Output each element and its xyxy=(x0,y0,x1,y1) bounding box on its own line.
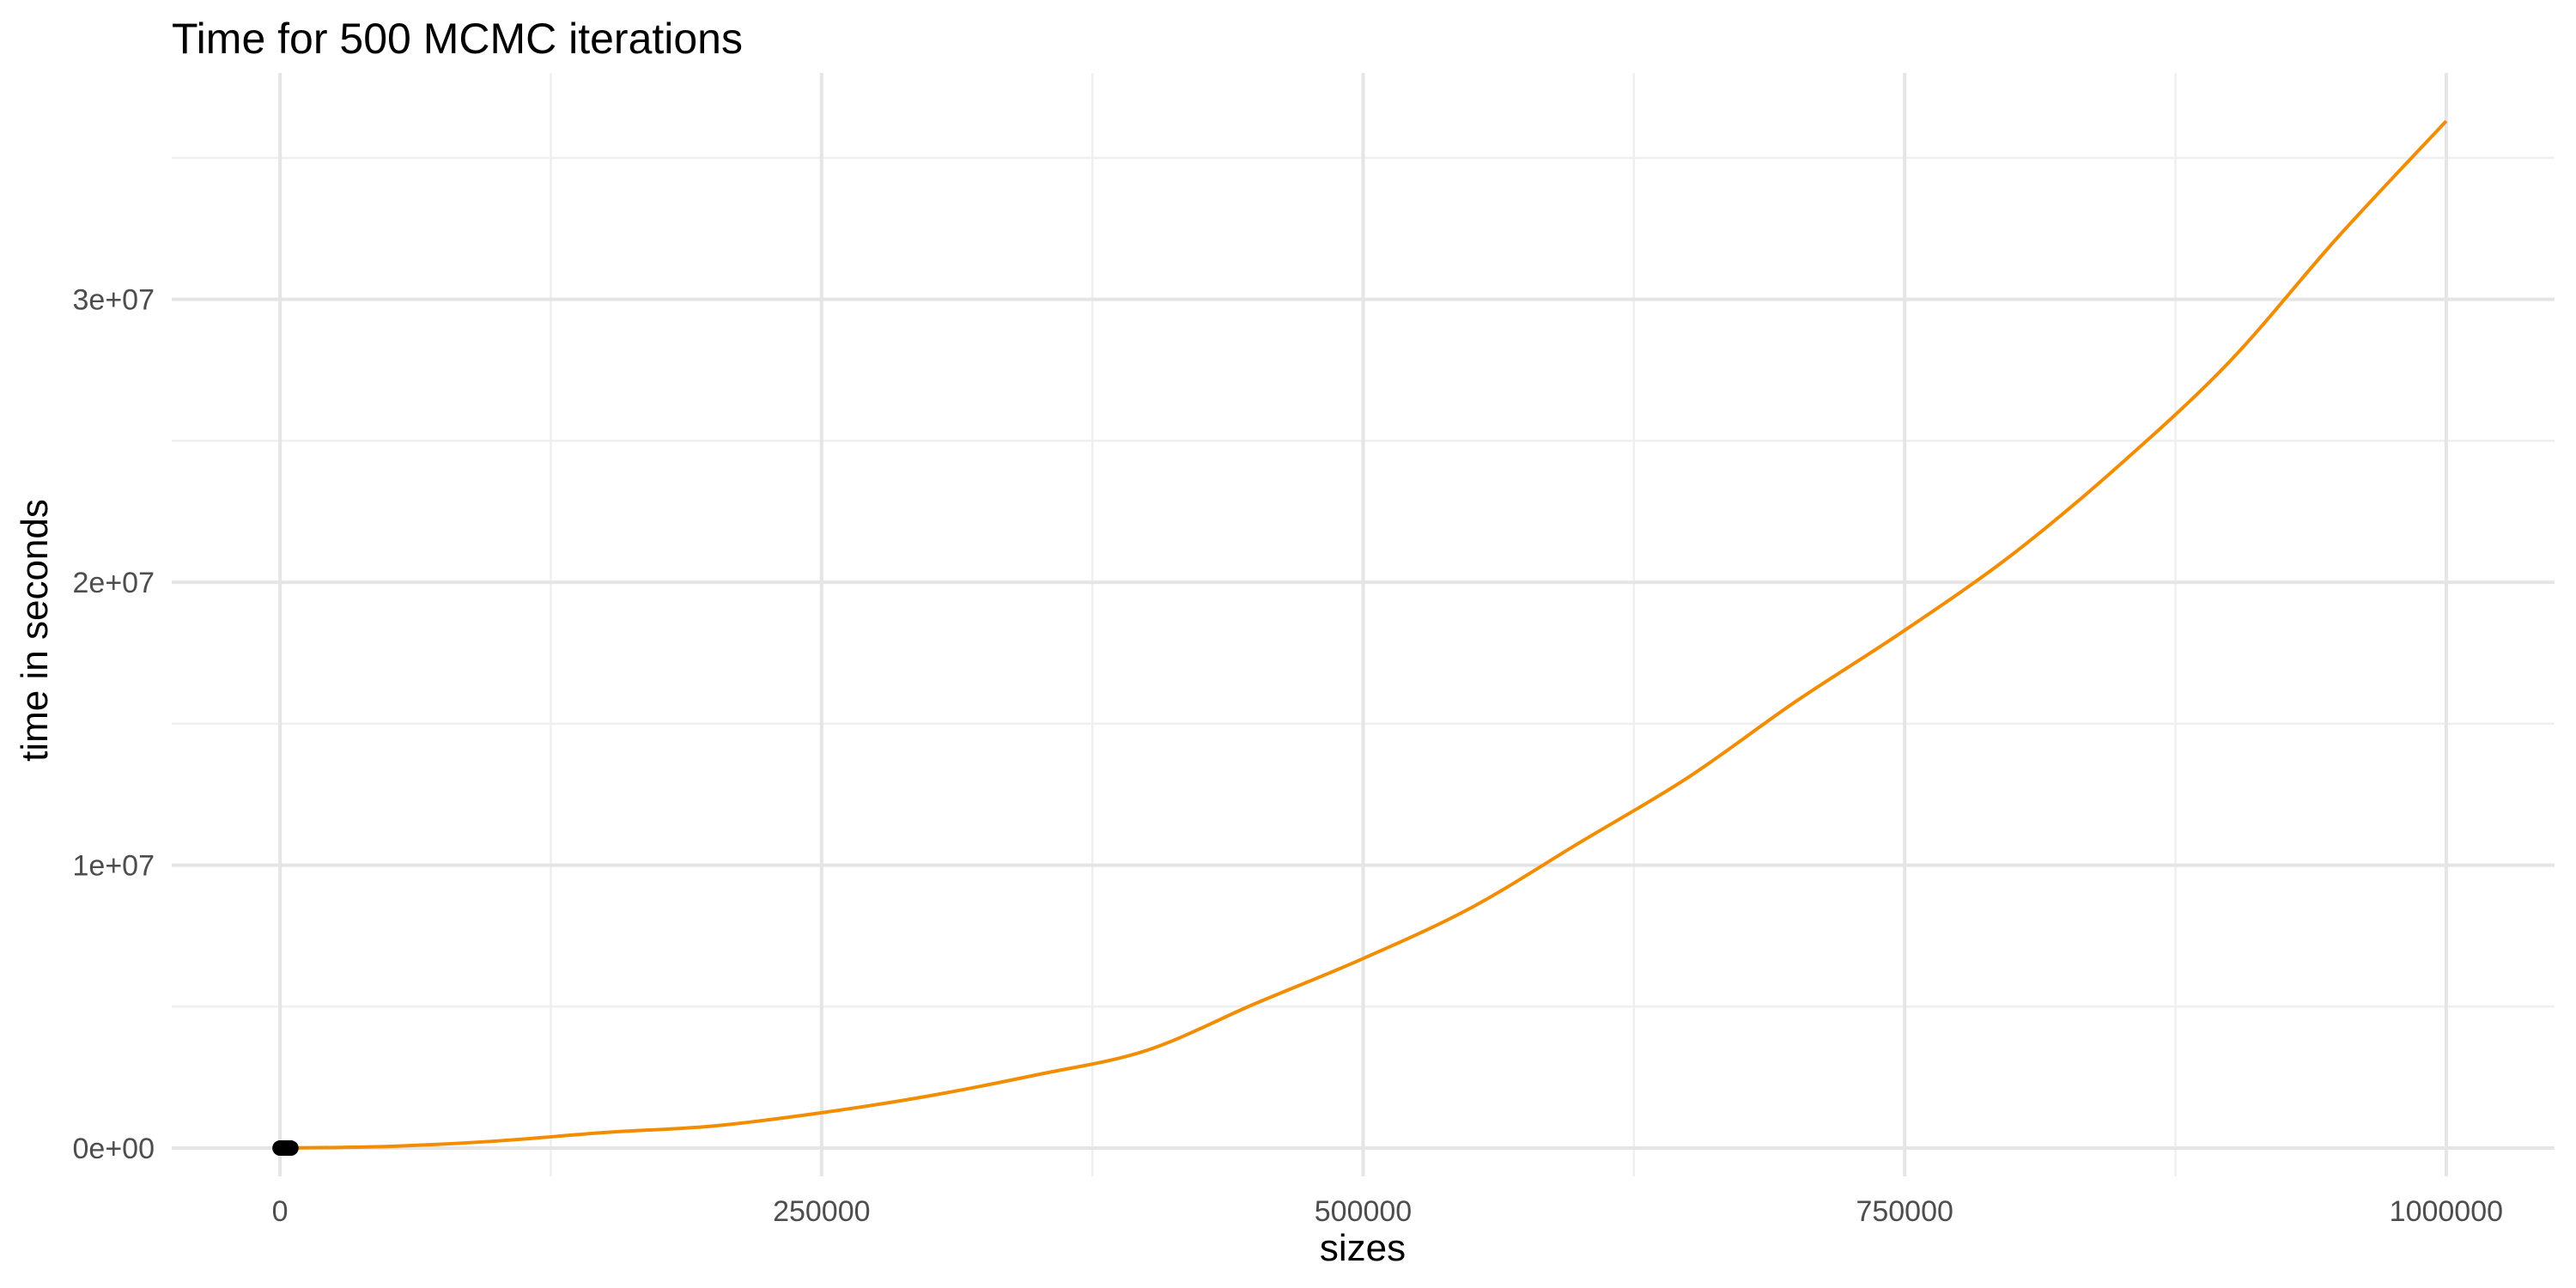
y-tick-label: 3e+07 xyxy=(73,284,155,317)
y-tick-label: 0e+00 xyxy=(73,1133,155,1165)
y-axis-title: time in seconds xyxy=(14,499,56,762)
x-axis-ticks: 0 250000 500000 750000 1000000 xyxy=(272,1195,2503,1228)
data-point xyxy=(283,1140,299,1157)
x-tick-label: 1000000 xyxy=(2390,1195,2503,1228)
plot-area xyxy=(272,119,2448,1157)
x-tick-label: 0 xyxy=(272,1195,289,1228)
x-axis-title: sizes xyxy=(1320,1227,1406,1269)
gridlines xyxy=(172,73,2555,1176)
x-tick-label: 500000 xyxy=(1315,1195,1412,1228)
x-tick-label: 750000 xyxy=(1856,1195,1953,1228)
y-tick-label: 2e+07 xyxy=(73,567,155,599)
y-axis-ticks: 0e+00 1e+07 2e+07 3e+07 xyxy=(73,284,155,1165)
x-tick-label: 250000 xyxy=(773,1195,870,1228)
chart-title: Time for 500 MCMC iterations xyxy=(172,15,743,63)
fitted-curve-line xyxy=(280,119,2448,1151)
y-tick-label: 1e+07 xyxy=(73,850,155,883)
